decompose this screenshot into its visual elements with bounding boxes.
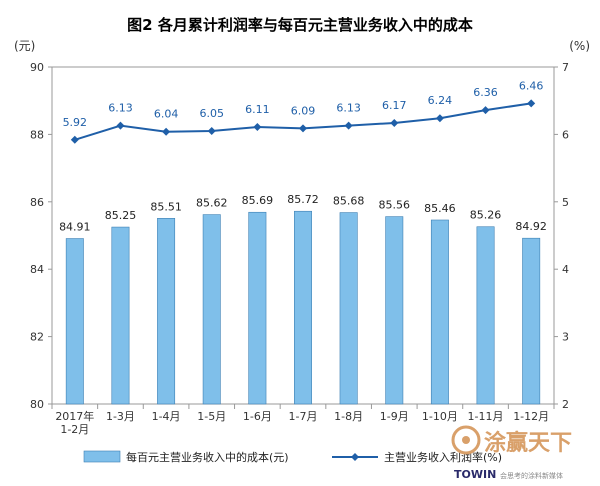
- bar-data-label: 85.56: [379, 199, 411, 212]
- right-tick-label: 3: [562, 331, 569, 344]
- bar: [476, 226, 495, 405]
- left-tick-label: 90: [30, 61, 44, 74]
- line-marker: [116, 121, 125, 130]
- left-tick-label: 88: [30, 128, 44, 141]
- line-marker: [435, 114, 444, 123]
- x-tick-label: 1-10月: [422, 410, 458, 423]
- right-tick-label: 5: [562, 196, 569, 209]
- line-data-label: 6.09: [291, 104, 316, 117]
- bar: [202, 214, 221, 405]
- chart-title: 图2 各月累计利润率与每百元主营业务收入中的成本: [127, 16, 473, 34]
- bar: [248, 211, 267, 405]
- bar: [111, 226, 130, 405]
- bar-data-label: 85.72: [287, 193, 319, 206]
- bar-data-label: 85.62: [196, 197, 228, 210]
- x-tick-label: 1-2月: [60, 423, 89, 436]
- line-data-label: 6.11: [245, 103, 270, 116]
- line-data-label: 5.92: [63, 116, 88, 129]
- bar: [430, 219, 449, 405]
- bar: [157, 218, 176, 405]
- bar-data-label: 84.91: [59, 221, 91, 234]
- left-axis-unit: (元): [14, 39, 35, 53]
- x-tick-label: 1-6月: [243, 410, 272, 423]
- bar-data-label: 85.68: [333, 195, 365, 208]
- x-tick-label: 1-8月: [334, 410, 363, 423]
- bar-data-label: 85.26: [470, 209, 502, 222]
- right-tick-label: 7: [562, 61, 569, 74]
- line-marker: [299, 124, 307, 133]
- x-tick-label: 1-12月: [513, 410, 549, 423]
- line-marker: [390, 118, 399, 127]
- line-data-label: 6.17: [382, 99, 407, 112]
- watermark: 涂赢天下 TOWIN 会思考的涂料新媒体: [451, 425, 572, 481]
- bar: [65, 238, 84, 405]
- line-data-label: 6.46: [519, 79, 544, 92]
- x-tick-label: 2017年: [55, 409, 94, 423]
- bar-series: [65, 210, 541, 405]
- line-data-label: 6.24: [428, 94, 453, 107]
- line-marker: [70, 135, 79, 144]
- right-tick-label: 2: [562, 398, 569, 411]
- x-tick-label: 1-11月: [468, 410, 504, 423]
- watermark-tagline: 会思考的涂料新媒体: [500, 471, 563, 480]
- left-tick-label: 84: [30, 263, 44, 276]
- x-tick-label: 1-5月: [197, 410, 226, 423]
- bar-data-label: 85.25: [105, 209, 137, 222]
- legend-bar-swatch: [83, 450, 121, 463]
- left-tick-label: 86: [30, 196, 44, 209]
- right-tick-label: 6: [562, 128, 569, 141]
- legend-line-label: 主营业务收入利润率(%): [384, 450, 502, 464]
- x-tick-label: 1-7月: [289, 410, 318, 423]
- line-marker: [481, 106, 490, 115]
- bar-data-label: 85.69: [242, 194, 274, 207]
- line-data-label: 6.05: [199, 107, 224, 120]
- legend-bar-label: 每百元主营业务收入中的成本(元): [126, 450, 289, 464]
- line-series: [70, 99, 536, 144]
- left-tick-label: 80: [30, 398, 44, 411]
- bar-data-labels: 84.91 85.25 85.51 85.62 85.69 85.72 85.68 85.56…: [59, 193, 547, 233]
- right-axis: 2 3 4 5 6 7: [554, 61, 569, 411]
- bar-data-label: 85.51: [150, 200, 182, 213]
- line-data-label: 6.13: [108, 102, 133, 115]
- bar: [385, 216, 404, 405]
- line-marker: [162, 127, 171, 136]
- bar-data-label: 85.46: [424, 202, 456, 215]
- line-data-labels: 5.92 6.13 6.04 6.05 6.11 6.09 6.13 6.17 6.24 6.36…: [63, 79, 544, 128]
- legend-line-marker: [351, 453, 359, 461]
- line-marker: [207, 127, 216, 136]
- bar: [522, 237, 541, 405]
- line-marker: [344, 121, 353, 130]
- x-tick-label: 1-9月: [380, 410, 409, 423]
- watermark-logo-dot: [462, 436, 470, 444]
- watermark-logo-icon: [451, 425, 481, 455]
- x-tick-label: 1-3月: [106, 410, 135, 423]
- line-marker: [527, 99, 536, 108]
- line-data-label: 6.13: [336, 102, 361, 115]
- watermark-chinese: 涂赢天下: [484, 430, 572, 456]
- x-tick-label: 1-4月: [152, 410, 181, 423]
- right-axis-unit: (%): [569, 39, 590, 53]
- right-tick-label: 4: [562, 263, 569, 276]
- left-tick-label: 82: [30, 331, 44, 344]
- watermark-english: TOWIN: [454, 468, 496, 481]
- line-marker: [253, 122, 262, 131]
- line-data-label: 6.04: [154, 108, 179, 121]
- line-data-label: 6.36: [473, 86, 498, 99]
- bar: [339, 212, 358, 405]
- left-axis: 80 82 84 86 88 90: [30, 61, 52, 411]
- legend: 每百元主营业务收入中的成本(元) 主营业务收入利润率(%): [83, 450, 502, 464]
- bar-data-label: 84.92: [515, 220, 547, 233]
- bar: [294, 210, 312, 405]
